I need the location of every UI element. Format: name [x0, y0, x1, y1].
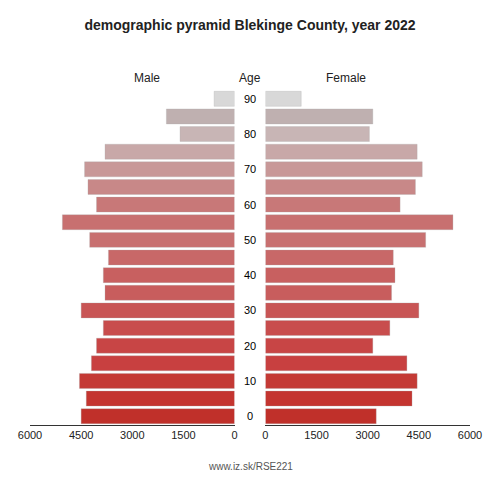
svg-text:80: 80: [244, 128, 256, 140]
svg-text:3000: 3000: [355, 429, 379, 441]
svg-text:90: 90: [244, 93, 256, 105]
svg-text:1500: 1500: [171, 429, 195, 441]
svg-text:4500: 4500: [69, 429, 93, 441]
svg-text:6000: 6000: [458, 429, 482, 441]
svg-text:Female: Female: [326, 71, 366, 85]
svg-text:40: 40: [244, 269, 256, 281]
svg-text:20: 20: [244, 340, 256, 352]
svg-text:demographic pyramid Blekinge C: demographic pyramid Blekinge County, yea…: [84, 17, 415, 33]
svg-text:1500: 1500: [304, 429, 328, 441]
svg-text:50: 50: [244, 234, 256, 246]
svg-text:10: 10: [244, 375, 256, 387]
svg-text:30: 30: [244, 304, 256, 316]
svg-text:70: 70: [244, 163, 256, 175]
svg-text:Male: Male: [134, 71, 160, 85]
svg-text:60: 60: [244, 199, 256, 211]
svg-text:0: 0: [262, 429, 268, 441]
svg-text:4500: 4500: [407, 429, 431, 441]
svg-text:6000: 6000: [18, 429, 42, 441]
svg-text:www.iz.sk/RSE221: www.iz.sk/RSE221: [208, 461, 293, 472]
svg-text:3000: 3000: [120, 429, 144, 441]
svg-text:0: 0: [247, 410, 253, 422]
svg-text:Age: Age: [239, 71, 261, 85]
svg-text:0: 0: [232, 429, 238, 441]
